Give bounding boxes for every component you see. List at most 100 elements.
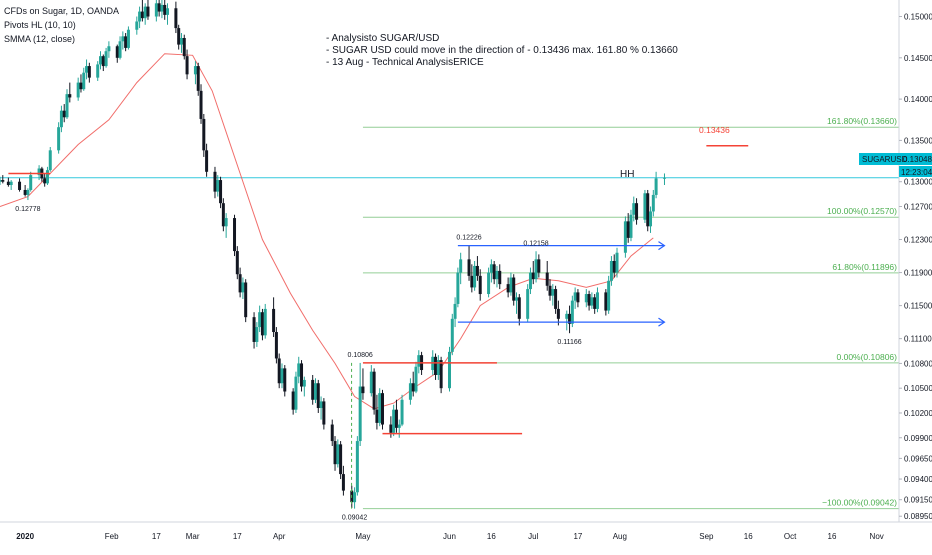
candle-body bbox=[263, 308, 267, 336]
legend-smma-indicator[interactable]: SMMA (12, close) bbox=[4, 34, 75, 44]
candle-body bbox=[623, 221, 627, 253]
candle bbox=[193, 61, 197, 85]
legend-pivots-indicator[interactable]: Pivots HL (10, 10) bbox=[4, 20, 76, 30]
candle-body bbox=[509, 277, 513, 293]
candle-body bbox=[459, 259, 463, 273]
candle bbox=[260, 308, 264, 341]
candle bbox=[414, 361, 418, 394]
candle-body bbox=[57, 127, 61, 151]
candle-body bbox=[473, 265, 477, 288]
candle-body bbox=[235, 251, 239, 275]
time-tick-label: 17 bbox=[573, 532, 582, 541]
candle-body bbox=[643, 193, 647, 220]
candle-body bbox=[414, 366, 418, 392]
candle bbox=[607, 275, 611, 314]
candle bbox=[593, 294, 597, 314]
countdown-badge-background bbox=[899, 166, 932, 177]
candle bbox=[473, 261, 477, 291]
candle-body bbox=[649, 211, 653, 227]
candle bbox=[160, 0, 164, 19]
candle bbox=[174, 1, 178, 34]
candle bbox=[333, 436, 337, 471]
candle bbox=[166, 3, 170, 25]
time-tick-label: Apr bbox=[273, 532, 286, 541]
time-tick-label: Jun bbox=[443, 532, 456, 541]
candle bbox=[615, 247, 619, 278]
candle-body bbox=[185, 56, 189, 75]
candle bbox=[185, 49, 189, 80]
candle-body bbox=[216, 180, 220, 192]
candle bbox=[255, 322, 259, 347]
drawings-layer bbox=[8, 144, 749, 509]
candle-body bbox=[121, 36, 125, 42]
candle-body bbox=[311, 379, 315, 400]
candle bbox=[300, 360, 304, 392]
candle-body bbox=[590, 297, 594, 306]
candle bbox=[68, 82, 72, 103]
candle-body bbox=[252, 317, 256, 342]
candle-body bbox=[68, 94, 72, 98]
candle bbox=[654, 171, 658, 199]
candle bbox=[29, 171, 33, 192]
price-tick-label: 0.14500 bbox=[904, 54, 932, 63]
price-tick-label: 0.09400 bbox=[904, 475, 932, 484]
candle-body bbox=[654, 178, 658, 195]
fib-level-label: 61.80%(0.11896) bbox=[832, 262, 897, 272]
candle-body bbox=[478, 275, 482, 295]
candle bbox=[311, 374, 315, 405]
candle bbox=[330, 419, 334, 447]
candle bbox=[244, 279, 248, 323]
candle-body bbox=[436, 360, 440, 375]
candle-body bbox=[135, 21, 139, 30]
time-tick-label: Feb bbox=[105, 532, 119, 541]
candle bbox=[62, 104, 66, 123]
price-axis[interactable]: 0.15000 0.14500 0.14000 0.13500 0.13000 0.127… bbox=[899, 13, 932, 522]
candle bbox=[85, 59, 89, 80]
candle-body bbox=[651, 194, 655, 212]
price-tick-label: 0.10800 bbox=[904, 359, 932, 368]
candle-body bbox=[297, 363, 301, 377]
candle bbox=[115, 44, 119, 63]
candle-body bbox=[76, 82, 80, 98]
pivot-label: 0.09042 bbox=[342, 515, 367, 522]
candle-body bbox=[512, 277, 516, 301]
candle bbox=[154, 0, 158, 22]
candle-body bbox=[487, 272, 491, 295]
candle bbox=[397, 419, 401, 438]
candle-body bbox=[177, 28, 181, 45]
time-axis[interactable]: 2020 Feb 17 Mar 17 Apr May Jun 16 Jul 17 Aug Sep 16 Oc… bbox=[16, 532, 884, 541]
candle bbox=[118, 36, 122, 60]
candle bbox=[470, 264, 474, 293]
candle-body bbox=[213, 171, 217, 192]
candle bbox=[313, 378, 317, 404]
candle-body bbox=[336, 444, 340, 465]
candle bbox=[361, 368, 365, 400]
candle bbox=[235, 246, 239, 280]
candle bbox=[643, 189, 647, 224]
candle bbox=[82, 67, 86, 91]
price-tick-label: 0.15000 bbox=[904, 13, 932, 22]
candle-body bbox=[515, 297, 519, 301]
price-tick-label: 0.11100 bbox=[904, 335, 932, 344]
fib-level-label: 161.80%(0.13660) bbox=[827, 116, 897, 126]
candle-body bbox=[199, 90, 203, 119]
time-tick-label: Aug bbox=[613, 532, 627, 541]
candle bbox=[221, 198, 225, 232]
candle bbox=[163, 0, 167, 20]
price-tick-label: 0.08950 bbox=[904, 512, 932, 521]
candle-body bbox=[612, 261, 616, 273]
candle bbox=[587, 290, 591, 311]
candle-body bbox=[23, 189, 27, 195]
candle-body bbox=[300, 363, 304, 387]
analysis-line-3: - 13 Aug - Technical AnalysisERICE bbox=[326, 57, 484, 68]
candle-body bbox=[224, 218, 228, 227]
candle-body bbox=[470, 275, 474, 288]
legend-symbol: CFDs on Sugar, 1D, OANDA bbox=[4, 6, 119, 16]
candle-body bbox=[551, 289, 555, 296]
candle-body bbox=[467, 259, 471, 276]
candle bbox=[434, 353, 438, 380]
pivot-label: 0.12158 bbox=[523, 240, 548, 247]
candle-body bbox=[96, 64, 100, 78]
